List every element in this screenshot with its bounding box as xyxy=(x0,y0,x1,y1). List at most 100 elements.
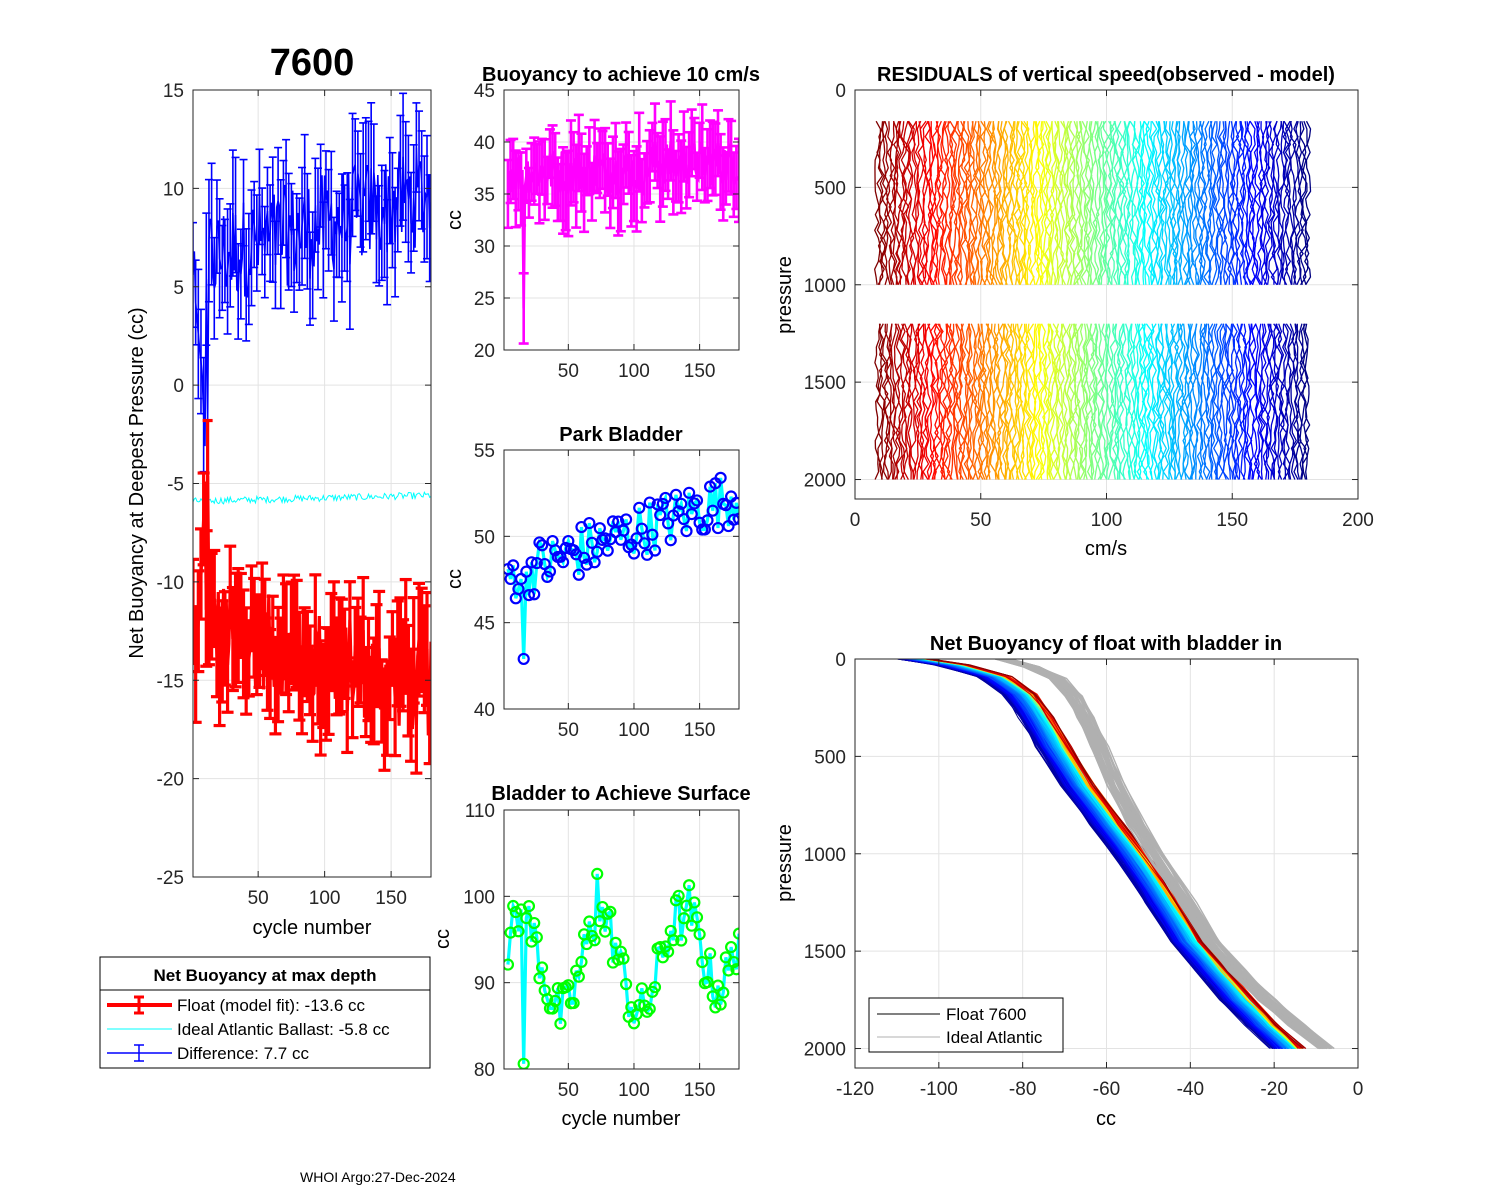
residual-profile xyxy=(1304,120,1312,286)
residual-profile xyxy=(955,121,963,286)
residual-profile xyxy=(1272,120,1281,285)
residual-profile xyxy=(1044,323,1052,480)
residual-profile xyxy=(888,121,896,285)
residual-profile xyxy=(1046,323,1055,480)
surface-panel: 50 100 150 80 90 100 110 xyxy=(463,801,740,1101)
residual-profile xyxy=(1239,121,1247,285)
residual-profile xyxy=(987,120,994,285)
residual-profile xyxy=(1116,323,1124,480)
y-tick-label: 0 xyxy=(173,376,184,397)
surface-marker xyxy=(667,934,680,947)
y-tick-label: 35 xyxy=(474,185,495,206)
residual-profile xyxy=(1126,323,1134,480)
residual-profile xyxy=(1095,120,1102,285)
main-x-label: cycle number xyxy=(253,917,372,939)
legend-title: Net Buoyancy at max depth xyxy=(154,966,377,985)
y-tick-label: -5 xyxy=(167,475,184,496)
surface-marker xyxy=(598,925,612,938)
residual-profile xyxy=(1071,323,1078,480)
residual-profile xyxy=(876,323,884,480)
park-marker xyxy=(732,512,739,525)
residual-profile xyxy=(903,323,910,480)
surface-marker xyxy=(690,911,704,924)
x-tick-label: 100 xyxy=(618,1080,650,1101)
residual-profile xyxy=(1280,121,1288,286)
residual-profile xyxy=(1232,323,1240,480)
x-tick-label: 50 xyxy=(558,1080,579,1101)
residual-profile xyxy=(900,323,908,480)
y-tick-label: 500 xyxy=(814,178,846,199)
park-marker xyxy=(530,556,543,570)
residual-profile xyxy=(1188,120,1197,285)
plot-content xyxy=(504,100,739,345)
surface-marker xyxy=(717,986,730,999)
residual-profile xyxy=(1133,121,1141,285)
residual-profile xyxy=(1138,120,1146,285)
residual-profile xyxy=(1037,121,1045,286)
residual-profile xyxy=(905,323,913,480)
residual-profile xyxy=(1063,120,1072,285)
park-marker xyxy=(654,508,667,522)
residual-profile xyxy=(1078,323,1086,480)
residual-profile xyxy=(931,323,939,480)
x-tick-label: 50 xyxy=(248,888,269,909)
residual-profile xyxy=(953,323,961,480)
park-marker xyxy=(627,547,641,560)
residual-profile xyxy=(1092,121,1100,285)
residual-profile xyxy=(936,323,944,480)
residual-profile xyxy=(1008,323,1016,480)
y-tick-label: 55 xyxy=(474,441,495,462)
surface-x-label: cycle number xyxy=(562,1108,681,1130)
residual-profile xyxy=(958,120,966,285)
park-marker xyxy=(659,491,672,505)
residual-profile xyxy=(912,323,920,480)
park-marker xyxy=(612,515,625,528)
legend-float7600-label: Float 7600 xyxy=(946,1005,1026,1024)
park-marker xyxy=(701,514,714,527)
park-marker xyxy=(633,501,646,514)
park-marker xyxy=(680,524,693,538)
residual-profile xyxy=(1035,120,1043,285)
residual-profile xyxy=(907,120,915,285)
x-tick-label: -120 xyxy=(836,1079,874,1100)
park-marker xyxy=(688,497,701,510)
residual-profile xyxy=(986,323,995,480)
residual-profile xyxy=(1296,323,1304,480)
surface-marker xyxy=(591,867,604,880)
residual-profile xyxy=(1205,323,1213,480)
buoy10-title: Buoyancy to achieve 10 cm/s xyxy=(482,64,760,86)
surface-marker xyxy=(530,931,543,944)
residual-profile xyxy=(1304,323,1311,480)
residuals-y-label: pressure xyxy=(774,256,796,334)
residual-profile xyxy=(1075,323,1084,480)
residual-profile xyxy=(897,121,906,285)
park-panel: 50 100 150 40 45 50 55 xyxy=(474,441,740,741)
plot-area xyxy=(504,450,739,709)
residual-profile xyxy=(1049,323,1056,480)
residual-profile xyxy=(943,120,951,285)
buoy10-line xyxy=(506,140,739,309)
residual-profile xyxy=(1287,120,1295,285)
residual-profile xyxy=(1198,323,1206,480)
y-tick-label: -25 xyxy=(157,868,184,889)
residual-profile xyxy=(989,121,997,286)
residual-profile xyxy=(1008,121,1016,285)
y-tick-label: 1000 xyxy=(804,845,846,866)
residual-profile xyxy=(1121,120,1129,285)
residuals-title: RESIDUALS of vertical speed(observed - m… xyxy=(877,64,1335,86)
park-marker xyxy=(617,524,630,537)
residual-profile xyxy=(1085,121,1093,285)
park-marker xyxy=(690,494,704,507)
residual-profile xyxy=(1037,323,1045,480)
park-marker xyxy=(543,565,557,578)
surface-marker xyxy=(528,916,541,930)
y-tick-label: 20 xyxy=(474,341,495,362)
park-marker xyxy=(535,539,549,552)
residual-profile xyxy=(1176,121,1184,285)
park-title: Park Bladder xyxy=(559,424,683,446)
buoy10-panel: 50 100 150 20 25 30 35 40 45 xyxy=(474,81,740,382)
surface-marker xyxy=(546,1002,559,1015)
ideal-atlantic-profile xyxy=(1002,659,1324,1050)
residual-profile xyxy=(1015,120,1023,285)
residual-profile xyxy=(1227,323,1235,480)
